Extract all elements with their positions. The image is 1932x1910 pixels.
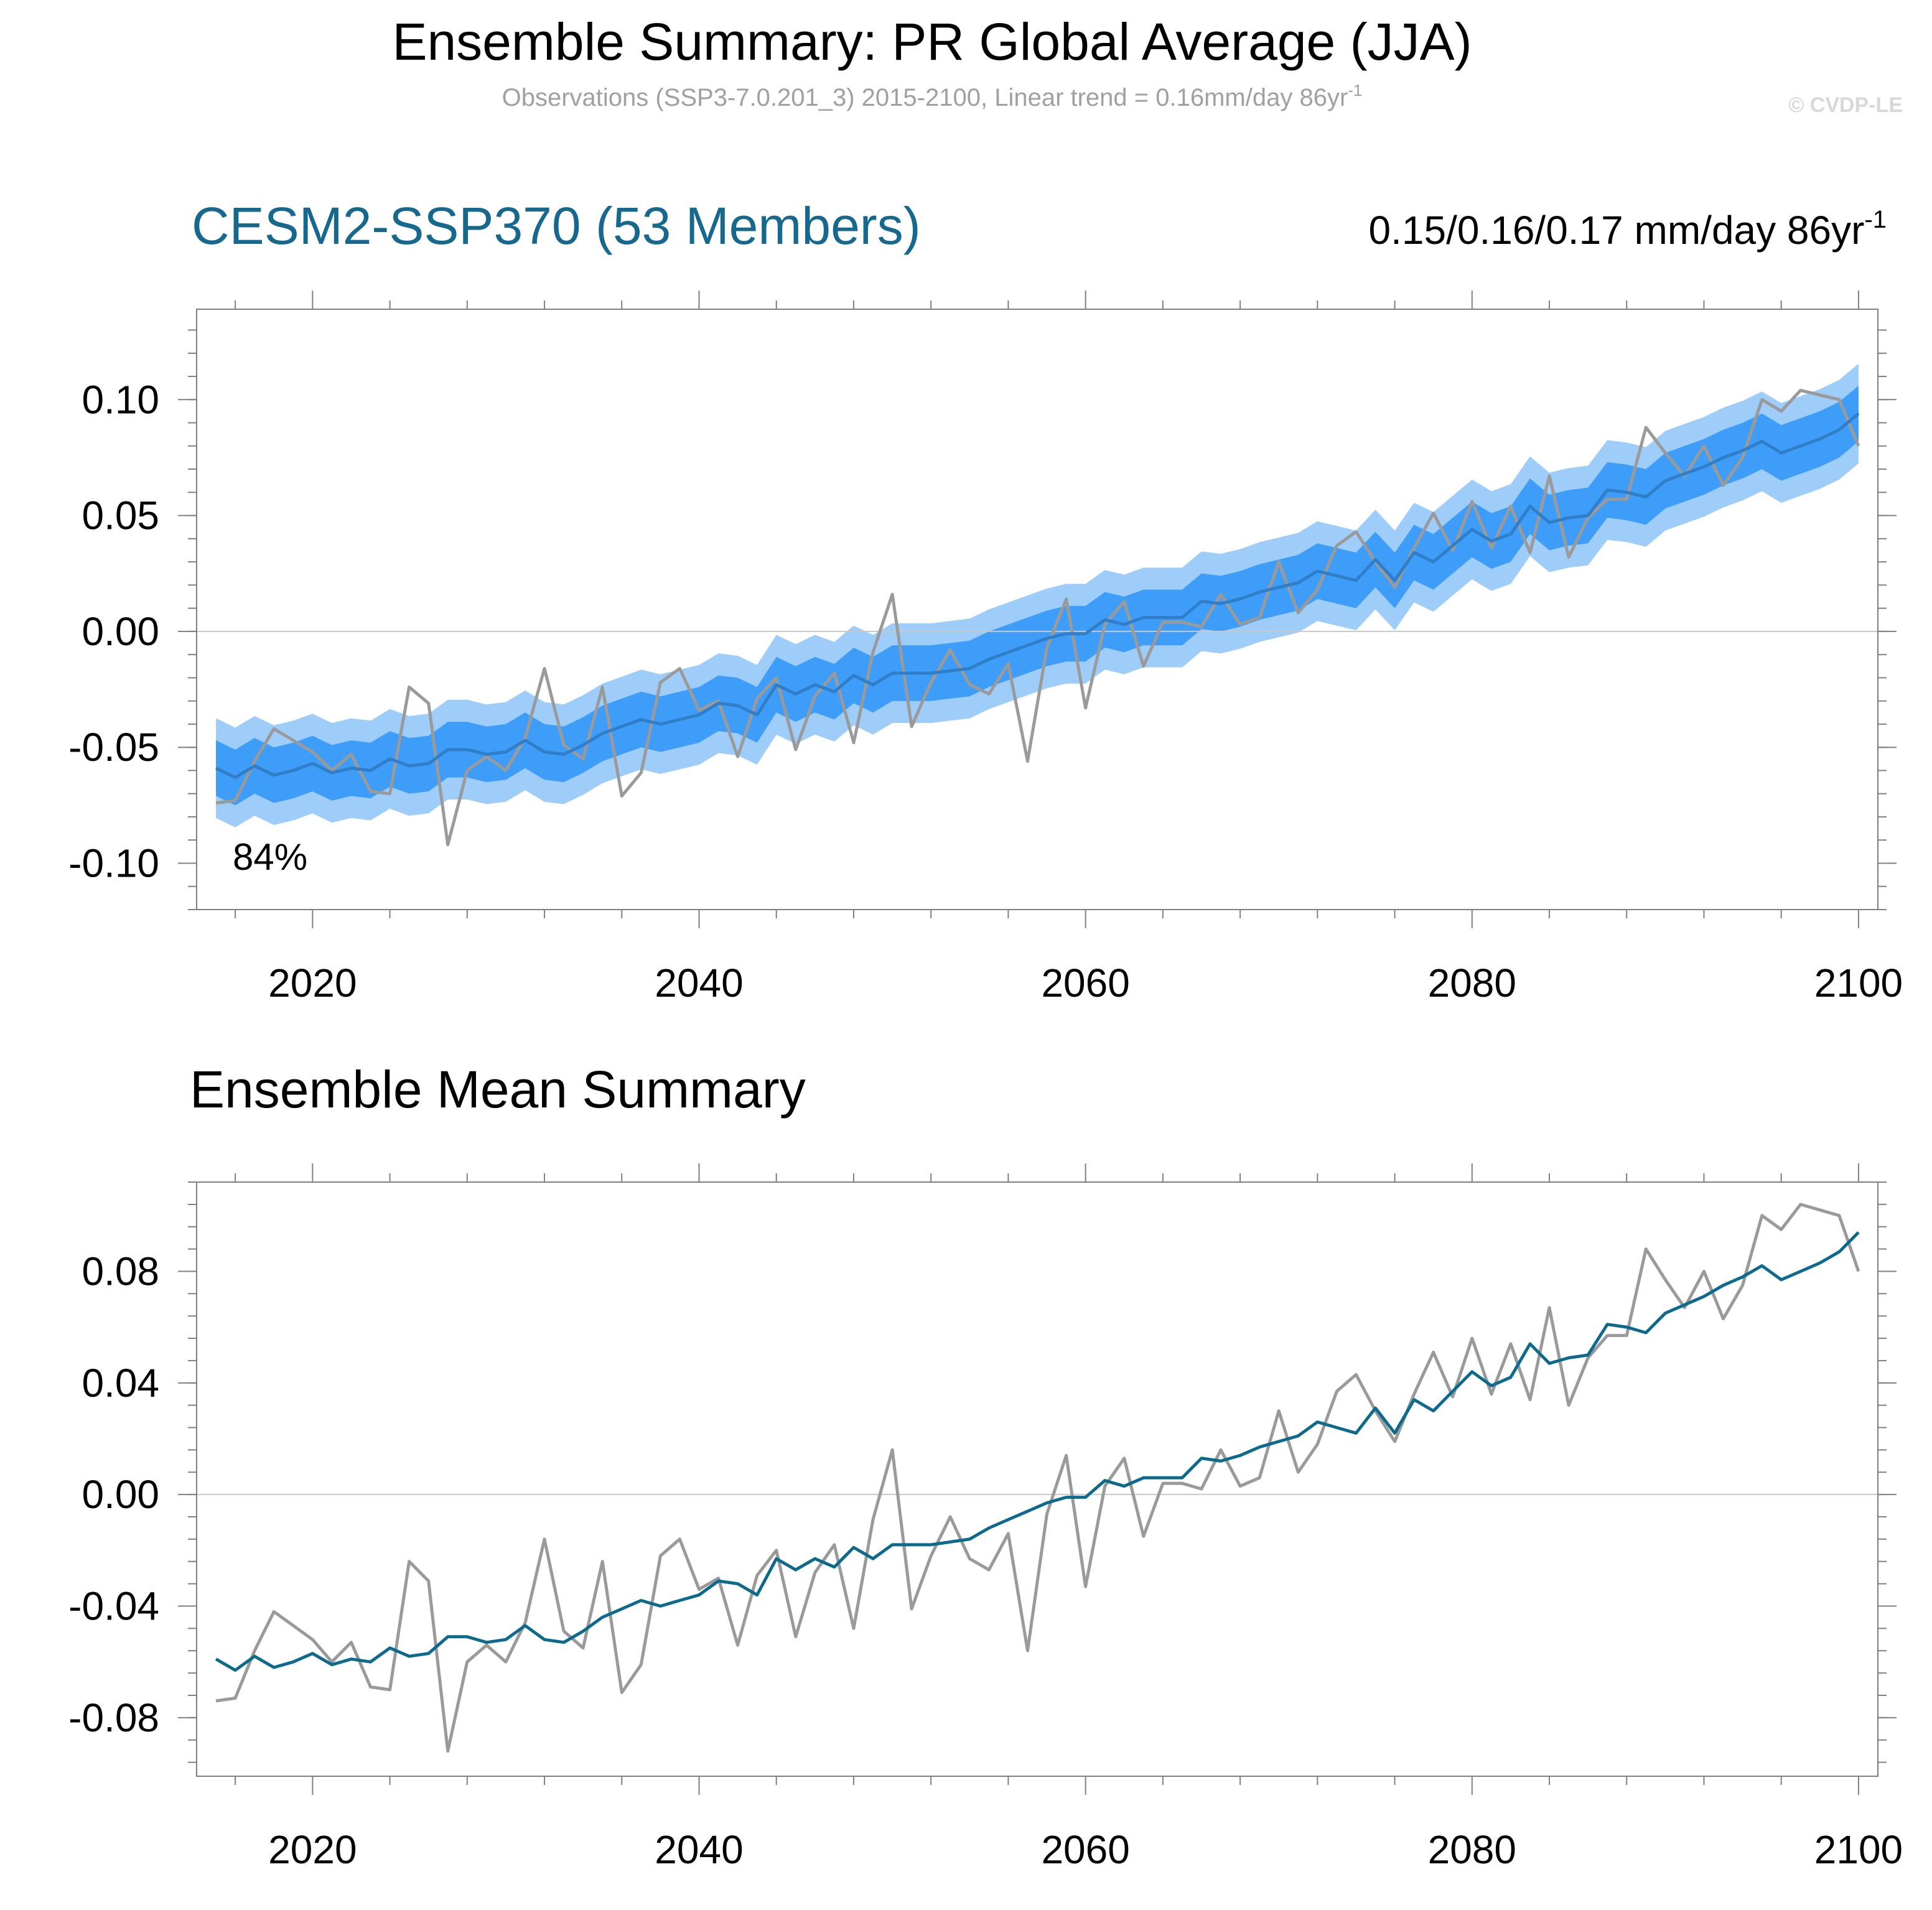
x-tick-label: 2040 [655,961,743,1005]
x-tick-label: 2100 [1814,1827,1903,1872]
ensemble-spread-plot: 2020 2040 2060 2080 2100 -0.10 -0.05 0.00 0.05 0.… [68,291,1903,1005]
plot-frame [196,1181,1878,1777]
ensemble-mean-plot: 2020 2040 2060 2080 2100 -0.08 -0.04 0.00 0.04 0.… [68,1163,1903,1872]
y-tick-label: -0.10 [68,841,159,885]
x-tick-label: 2040 [655,1827,743,1872]
x-tick-label: 2080 [1428,1827,1516,1872]
y-tick-label: 0.05 [82,493,159,538]
observations-line [215,388,1860,847]
spread-band-inner [216,386,1859,806]
observations-line [215,1203,1860,1753]
x-tick-label: 2060 [1041,961,1129,1005]
percent-annotation: 84% [233,836,307,878]
y-tick-label: -0.04 [68,1584,159,1629]
figure-title: Ensemble Summary: PR Global Average (JJA… [392,12,1472,71]
plot-frame [196,309,1878,910]
panel-title-model: CESM2-SSP370 (53 Members) [192,197,921,255]
y-tick-label: -0.08 [68,1695,159,1740]
ensemble-mean-panel: Ensemble Mean Summary 2020 2040 2060 2080 21… [68,1060,1903,1872]
trend-label: 0.15/0.16/0.17 mm/day 86yr-1 [1369,206,1887,253]
ensemble-mean-line [215,412,1860,780]
ensemble-mean-line [215,1231,1860,1672]
x-tick-label: 2060 [1041,1827,1129,1872]
x-tick-label: 2020 [268,961,357,1005]
ensemble-spread-panel: CESM2-SSP370 (53 Members) 0.15/0.16/0.17… [68,197,1903,1005]
y-tick-label: 0.04 [82,1361,159,1405]
y-tick-label: -0.05 [68,725,159,770]
figure-subtitle: Observations (SSP3-7.0.201_3) 2015-2100,… [502,81,1363,111]
panel-title-mean: Ensemble Mean Summary [190,1060,806,1119]
x-tick-label: 2080 [1428,961,1516,1005]
watermark: © CVDP-LE [1788,93,1903,117]
y-tick-label: 0.00 [82,609,159,654]
x-tick-label: 2100 [1814,961,1903,1005]
y-tick-label: 0.10 [82,377,159,422]
y-tick-label: 0.00 [82,1472,159,1517]
y-tick-label: 0.08 [82,1249,159,1293]
x-tick-label: 2020 [268,1827,357,1872]
